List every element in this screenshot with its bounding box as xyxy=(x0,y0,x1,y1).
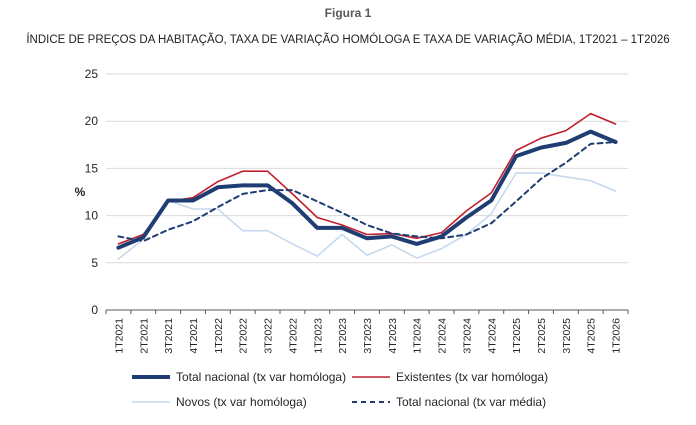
series-line-3 xyxy=(117,172,617,260)
series-line-2 xyxy=(117,112,617,245)
y-tick-label: 25 xyxy=(85,67,99,81)
series-line-1 xyxy=(116,129,618,250)
x-tick-label: 1T2024 xyxy=(412,318,424,354)
x-tick-label: 3T2024 xyxy=(461,318,473,354)
y-axis-label: % xyxy=(75,185,86,199)
x-tick-label: 1T2021 xyxy=(113,318,125,354)
x-tick-label: 2T2024 xyxy=(437,318,449,354)
legend-label: Novos (tx var homóloga) xyxy=(176,395,307,409)
series-line-4 xyxy=(117,141,617,243)
figure-label: Figura 1 xyxy=(324,6,372,20)
x-tick-label: 2T2022 xyxy=(238,318,250,354)
legend-label: Total nacional (tx var média) xyxy=(396,395,546,409)
y-tick-label: 5 xyxy=(91,256,98,270)
series-lines xyxy=(116,112,618,260)
x-tick-label: 4T2024 xyxy=(486,318,498,354)
x-tick-label: 3T2025 xyxy=(561,318,573,354)
axes: 0 5 10 15 20 25% 1T2021 2T2021 3T2021 4T2021 1T202… xyxy=(75,67,629,354)
x-tick-label: 1T2023 xyxy=(312,318,324,354)
x-tick-label: 1T2026 xyxy=(611,318,623,354)
y-tick-label: 0 xyxy=(91,303,98,317)
x-tick-label: 2T2021 xyxy=(138,318,150,354)
y-tick-label: 10 xyxy=(85,209,99,223)
x-tick-label: 4T2023 xyxy=(387,318,399,354)
x-tick-label: 2T2025 xyxy=(536,318,548,354)
legend-label: Existentes (tx var homóloga) xyxy=(396,370,548,384)
x-tick-label: 2T2023 xyxy=(337,318,349,354)
x-tick-label: 1T2025 xyxy=(511,318,523,354)
x-tick-label: 4T2025 xyxy=(586,318,598,354)
grid-lines xyxy=(106,73,628,311)
x-tick-label: 4T2021 xyxy=(188,318,200,354)
legend-label: Total nacional (tx var homóloga) xyxy=(176,370,346,384)
x-tick-label: 1T2022 xyxy=(213,318,225,354)
x-tick-label: 3T2021 xyxy=(163,318,175,354)
y-tick-label: 15 xyxy=(85,161,99,175)
legend: Total nacional (tx var homóloga) Existent… xyxy=(132,370,548,409)
chart-title: ÍNDICE DE PREÇOS DA HABITAÇÃO, TAXA DE V… xyxy=(26,34,670,46)
x-tick-label: 3T2023 xyxy=(362,318,374,354)
x-tick-label: 3T2022 xyxy=(263,318,275,354)
x-tick-label: 4T2022 xyxy=(287,318,299,354)
y-tick-label: 20 xyxy=(85,114,99,128)
